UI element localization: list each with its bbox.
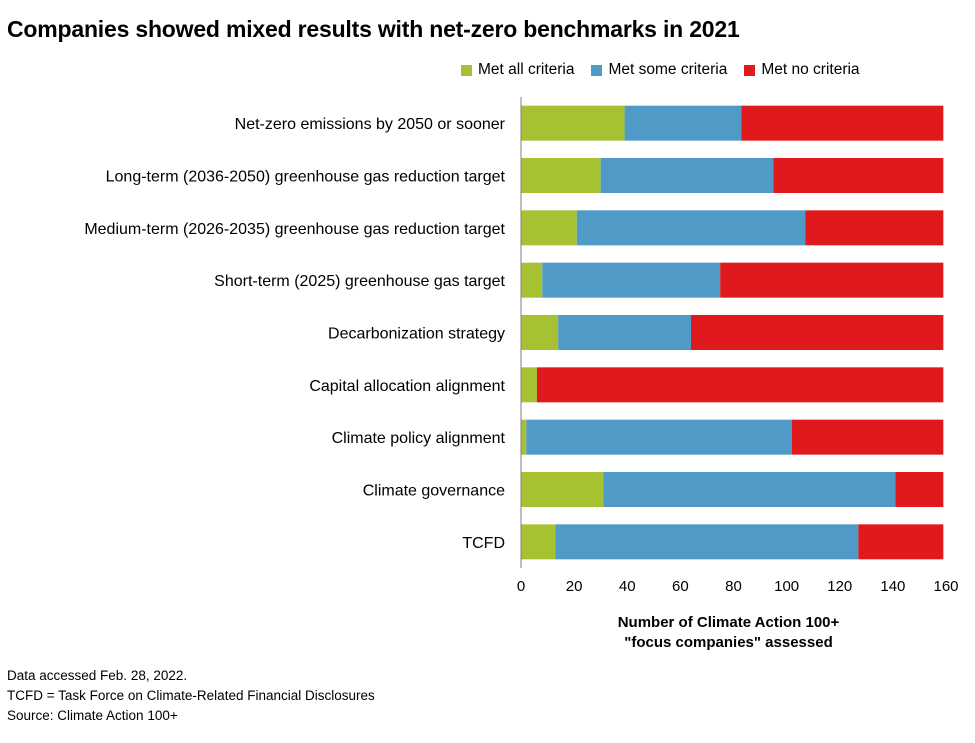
chart-title: Companies showed mixed results with net-… xyxy=(7,16,740,42)
legend: Met all criteria Met some criteria Met n… xyxy=(461,61,860,79)
category-label-3: Medium-term (2026-2035) greenhouse gas r… xyxy=(84,221,505,238)
x-tick-label-120: 120 xyxy=(827,578,852,595)
category-label-4: Short-term (2025) greenhouse gas target xyxy=(214,273,505,290)
category-label-1: Net-zero emissions by 2050 or sooner xyxy=(235,116,506,133)
bar-met-no-criteria-4 xyxy=(720,262,944,298)
bar-met-all-criteria-6 xyxy=(521,367,537,403)
bar-met-some-criteria-2 xyxy=(600,158,774,193)
x-axis-title: Number of Climate Action 100+ "focus comp… xyxy=(618,614,840,651)
legend-item-met-all: Met all criteria xyxy=(461,61,574,79)
x-axis-title-line-2: "focus companies" assessed xyxy=(624,634,832,651)
bar-met-some-criteria-4 xyxy=(542,262,721,298)
legend-label-met-all: Met all criteria xyxy=(478,61,575,78)
bar-met-all-criteria-3 xyxy=(521,210,577,246)
footnote-tcfd-definition: TCFD = Task Force on Climate-Related Fin… xyxy=(7,688,375,703)
bar-met-all-criteria-5 xyxy=(521,315,559,350)
bar-met-some-criteria-1 xyxy=(624,105,742,141)
bar-met-all-criteria-7 xyxy=(521,419,527,455)
bar-met-no-criteria-1 xyxy=(741,105,944,141)
bar-met-no-criteria-5 xyxy=(691,315,944,350)
x-tick-label-0: 0 xyxy=(517,578,525,595)
x-tick-label-80: 80 xyxy=(725,578,742,595)
category-label-2: Long-term (2036-2050) greenhouse gas red… xyxy=(106,169,506,186)
legend-label-met-some: Met some criteria xyxy=(608,61,728,78)
bar-met-no-criteria-3 xyxy=(805,210,944,246)
category-label-9: TCFD xyxy=(462,535,505,552)
legend-item-met-some: Met some criteria xyxy=(591,61,727,79)
x-tick-label-40: 40 xyxy=(619,578,636,595)
bar-met-all-criteria-9 xyxy=(521,524,556,560)
footnote-data-accessed: Data accessed Feb. 28, 2022. xyxy=(7,668,188,683)
bar-met-all-criteria-1 xyxy=(521,105,625,141)
category-label-5: Decarbonization strategy xyxy=(328,326,505,343)
bar-met-no-criteria-9 xyxy=(858,524,944,560)
bar-met-no-criteria-2 xyxy=(773,158,944,193)
x-tick-label-100: 100 xyxy=(774,578,799,595)
footnote-source: Source: Climate Action 100+ xyxy=(7,708,178,723)
bar-met-some-criteria-3 xyxy=(576,210,806,246)
category-label-7: Climate policy alignment xyxy=(332,430,506,447)
x-tick-label-160: 160 xyxy=(933,578,958,595)
x-axis-title-line-1: Number of Climate Action 100+ xyxy=(618,614,840,631)
category-label-8: Climate governance xyxy=(363,483,505,500)
legend-label-met-none: Met no criteria xyxy=(761,61,860,78)
x-tick-label-140: 140 xyxy=(880,578,905,595)
legend-swatch-met-some xyxy=(591,64,603,76)
legend-swatch-met-none xyxy=(744,64,756,76)
x-tick-label-20: 20 xyxy=(566,578,583,595)
bar-met-some-criteria-7 xyxy=(526,419,792,455)
bar-met-all-criteria-4 xyxy=(521,262,543,298)
bar-met-no-criteria-7 xyxy=(791,419,944,455)
legend-item-met-none: Met no criteria xyxy=(744,61,860,79)
bar-met-some-criteria-8 xyxy=(603,472,896,507)
legend-swatch-met-all xyxy=(461,64,472,76)
bar-met-all-criteria-2 xyxy=(521,158,601,193)
bar-met-no-criteria-6 xyxy=(536,367,944,403)
bar-met-some-criteria-9 xyxy=(555,524,859,560)
category-label-6: Capital allocation alignment xyxy=(309,378,505,395)
bar-met-all-criteria-8 xyxy=(521,472,604,507)
bar-met-some-criteria-5 xyxy=(558,315,691,350)
bar-met-no-criteria-8 xyxy=(895,472,944,507)
x-tick-label-60: 60 xyxy=(672,578,689,595)
